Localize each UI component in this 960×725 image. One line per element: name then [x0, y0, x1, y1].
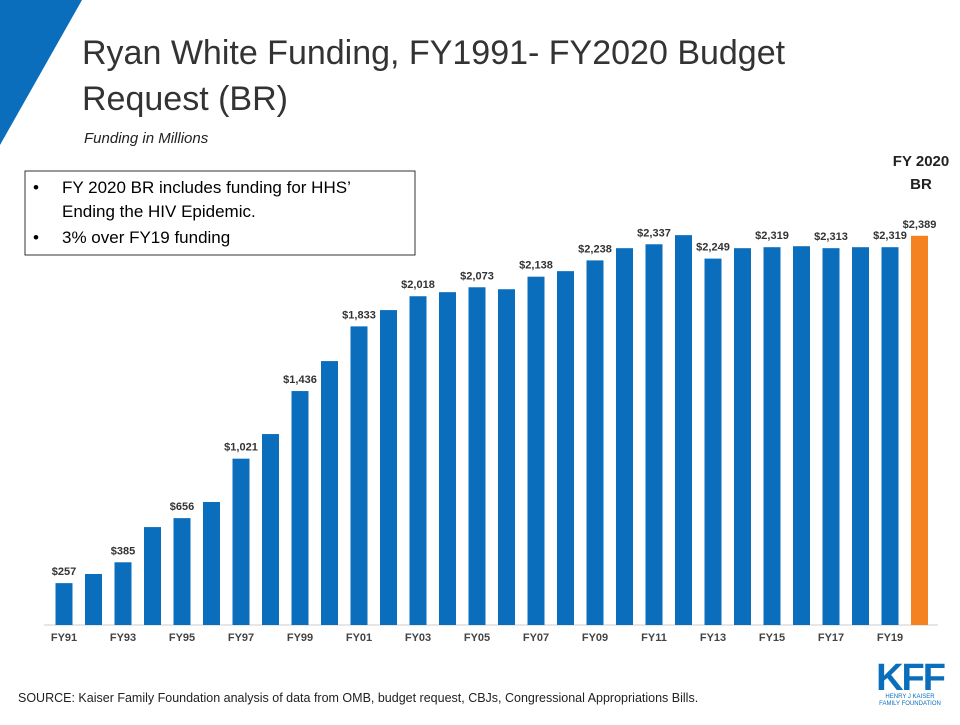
- bar: [704, 258, 722, 625]
- bar: [675, 235, 692, 625]
- value-label: $257: [52, 566, 76, 578]
- bar: [645, 244, 663, 626]
- bar: [114, 562, 132, 625]
- bar: [527, 276, 545, 625]
- bar: [557, 271, 574, 625]
- logo-subtitle: FAMILY FOUNDATION: [879, 701, 941, 707]
- bullet: •: [33, 228, 39, 247]
- value-label: $2,018: [401, 279, 435, 291]
- bar: [468, 287, 486, 625]
- bar: [734, 248, 751, 625]
- note-line: FY 2020 BR includes funding for HHS’: [62, 178, 351, 197]
- bar: [55, 583, 73, 625]
- bar: [822, 248, 840, 625]
- bar: [85, 574, 102, 625]
- x-tick-label: FY15: [759, 632, 785, 644]
- value-label: $2,319: [755, 230, 789, 242]
- bar: [586, 260, 604, 625]
- x-tick-label: FY97: [228, 632, 254, 644]
- value-label: $2,138: [519, 260, 553, 272]
- corner-triangle: [0, 0, 82, 145]
- bar: [409, 296, 427, 625]
- value-label: $1,833: [342, 309, 376, 321]
- bar: [380, 310, 397, 625]
- bar: [881, 247, 899, 626]
- value-label: $1,021: [224, 442, 258, 454]
- x-tick-label: FY07: [523, 632, 549, 644]
- value-label: $2,319: [873, 230, 907, 242]
- bar: [852, 247, 869, 626]
- bar: [173, 518, 191, 625]
- x-tick-label: FY11: [641, 632, 667, 644]
- annotation-line: BR: [910, 176, 932, 193]
- bar: [144, 527, 161, 625]
- x-tick-label: FY99: [287, 632, 313, 644]
- annotation-line: FY 2020: [893, 153, 949, 170]
- logo: KFF: [876, 657, 945, 699]
- bar: [616, 248, 633, 625]
- logo-subtitle: HENRY J KAISER: [885, 694, 935, 700]
- bar: [763, 247, 781, 626]
- bar: [793, 246, 810, 625]
- x-tick-label: FY93: [110, 632, 136, 644]
- value-label: $656: [170, 501, 194, 513]
- title-line: Request (BR): [82, 80, 288, 118]
- bar: [321, 361, 338, 625]
- bar: [439, 292, 456, 625]
- x-tick-label: FY01: [346, 632, 372, 644]
- x-tick-label: FY17: [818, 632, 844, 644]
- value-label: $2,238: [578, 243, 612, 255]
- x-tick-label: FY09: [582, 632, 608, 644]
- title-line: Ryan White Funding, FY1991- FY2020 Budge…: [82, 34, 786, 72]
- bar: [203, 501, 220, 625]
- value-label: $2,313: [814, 231, 848, 243]
- x-tick-label: FY19: [877, 632, 903, 644]
- value-label: $2,073: [460, 270, 494, 282]
- x-tick-label: FY03: [405, 632, 431, 644]
- x-tick-label: FY13: [700, 632, 726, 644]
- subtitle: Funding in Millions: [84, 130, 209, 147]
- note-line: Ending the HIV Epidemic.: [62, 202, 256, 221]
- x-tick-label: FY95: [169, 632, 195, 644]
- value-label: $2,337: [637, 227, 671, 239]
- bar: [911, 235, 928, 625]
- notes-box: [24, 170, 416, 256]
- value-label: $2,249: [696, 242, 730, 254]
- source: SOURCE: Kaiser Family Foundation analysi…: [18, 691, 698, 705]
- x-tick-label: FY05: [464, 632, 490, 644]
- bar: [498, 289, 515, 625]
- value-label: $385: [111, 545, 135, 557]
- bar: [350, 326, 368, 625]
- x-tick-label: FY91: [51, 632, 77, 644]
- note-line: 3% over FY19 funding: [62, 228, 230, 247]
- bar: [262, 434, 279, 625]
- value-label: $2,389: [903, 219, 937, 231]
- value-label: $1,436: [283, 374, 317, 386]
- bullet: •: [33, 178, 39, 197]
- bar: [232, 458, 250, 625]
- bar: [291, 391, 309, 625]
